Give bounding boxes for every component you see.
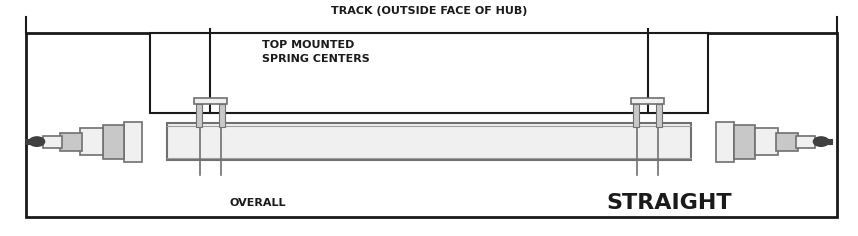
Bar bbox=[656, 104, 662, 127]
Bar bbox=[755, 128, 778, 155]
Text: STRAIGHT: STRAIGHT bbox=[607, 193, 732, 213]
Bar bbox=[219, 104, 225, 127]
Bar bbox=[196, 104, 202, 127]
Bar bbox=[43, 136, 62, 148]
Text: OVERALL: OVERALL bbox=[229, 198, 286, 208]
Bar bbox=[716, 122, 734, 162]
Bar bbox=[796, 136, 815, 148]
Bar bbox=[734, 125, 755, 159]
Bar bbox=[26, 33, 837, 217]
Text: TOP MOUNTED
SPRING CENTERS: TOP MOUNTED SPRING CENTERS bbox=[262, 39, 370, 64]
Bar bbox=[631, 98, 664, 104]
Bar bbox=[776, 133, 798, 151]
Bar bbox=[26, 139, 39, 144]
Bar bbox=[150, 33, 708, 113]
Bar bbox=[633, 104, 639, 127]
Bar bbox=[124, 122, 142, 162]
Text: TRACK (OUTSIDE FACE OF HUB): TRACK (OUTSIDE FACE OF HUB) bbox=[331, 6, 527, 16]
Ellipse shape bbox=[813, 137, 829, 146]
Bar bbox=[60, 133, 82, 151]
Bar bbox=[103, 125, 124, 159]
Bar bbox=[819, 139, 832, 144]
Bar bbox=[194, 98, 227, 104]
Ellipse shape bbox=[29, 137, 45, 146]
Bar bbox=[80, 128, 103, 155]
Bar bbox=[167, 123, 691, 160]
